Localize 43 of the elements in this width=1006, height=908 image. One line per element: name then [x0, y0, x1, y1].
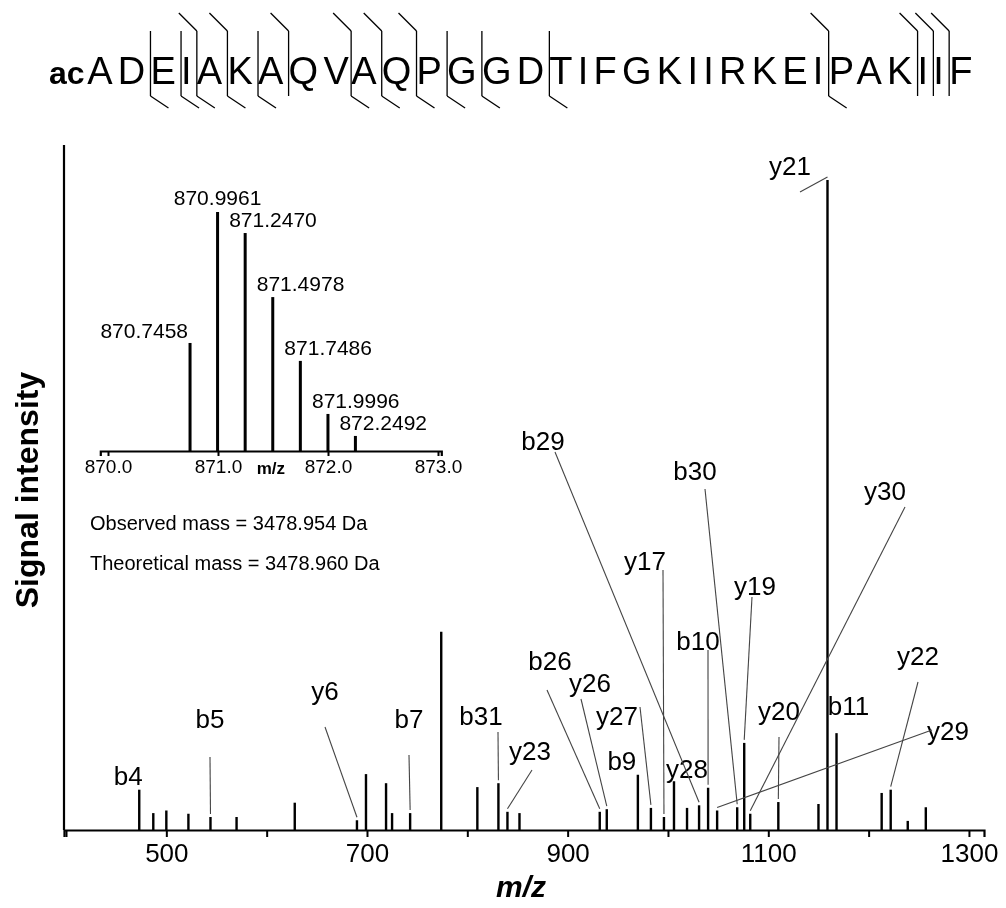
annotation: y19 [734, 571, 776, 601]
annotation: y30 [864, 476, 906, 506]
annotation: 871.9996 [311, 388, 400, 412]
annotation: b9 [607, 745, 637, 776]
annotation: y21 [769, 151, 811, 181]
annotation: 871.4978 [256, 272, 345, 296]
annotation: b11 [827, 691, 870, 722]
x-tick-label: 500 [145, 838, 189, 868]
annotation: b29 [521, 426, 565, 456]
annotation: y6 [311, 676, 339, 706]
annotation: y20 [758, 696, 800, 726]
annotation: b31 [459, 701, 503, 731]
x-tick-label: 873.0 [414, 456, 463, 477]
annotation: b4 [113, 760, 143, 791]
x-tick-label: 871.0 [194, 456, 243, 477]
annotation: 871.2470 [229, 208, 317, 232]
x-tick-label: 1100 [740, 838, 797, 868]
annotation: b5 [195, 704, 225, 734]
x-tick-label: 1300 [940, 838, 999, 868]
annotation: b30 [673, 456, 717, 486]
x-axis-title: m/z [256, 459, 285, 478]
annotation: b26 [528, 646, 572, 676]
annotation: y22 [897, 641, 939, 671]
annotation: b10 [676, 626, 720, 656]
annotation: b7 [394, 704, 424, 734]
annotation: 871.7486 [284, 335, 372, 359]
annotation: y28 [666, 753, 708, 784]
x-tick-label: 870.0 [84, 456, 133, 477]
annotation: Observed mass = 3478.954 Da [90, 512, 369, 534]
annotation: 870.9961 [173, 186, 262, 209]
annotation: y17 [624, 546, 666, 576]
y-axis-title: Signal intensity [9, 371, 45, 609]
x-axis-title: m/z [495, 870, 547, 903]
x-tick-label: 900 [546, 838, 590, 868]
x-tick-label: 700 [345, 838, 390, 868]
annotation: 872.2492 [339, 410, 428, 434]
annotation: y29 [927, 716, 969, 746]
annotation: 870.7458 [100, 318, 189, 342]
annotation: y23 [509, 736, 551, 766]
annotation: y26 [569, 668, 611, 698]
annotation: Theoretical mass = 3478.960 Da [90, 552, 381, 574]
annotation: y27 [596, 701, 638, 731]
x-tick-label: 872.0 [304, 456, 353, 477]
